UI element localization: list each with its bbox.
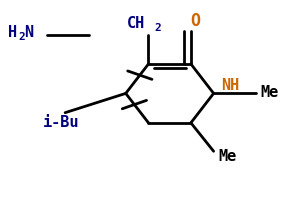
Text: Me: Me [218,148,236,163]
Text: N: N [24,25,33,40]
Text: 2: 2 [19,32,25,42]
Text: 2: 2 [155,23,161,33]
Text: H: H [8,25,17,40]
Text: i-Bu: i-Bu [42,115,79,130]
Text: CH: CH [127,16,145,31]
Text: O: O [190,12,201,30]
Text: Me: Me [261,85,279,100]
Text: NH: NH [221,77,239,92]
